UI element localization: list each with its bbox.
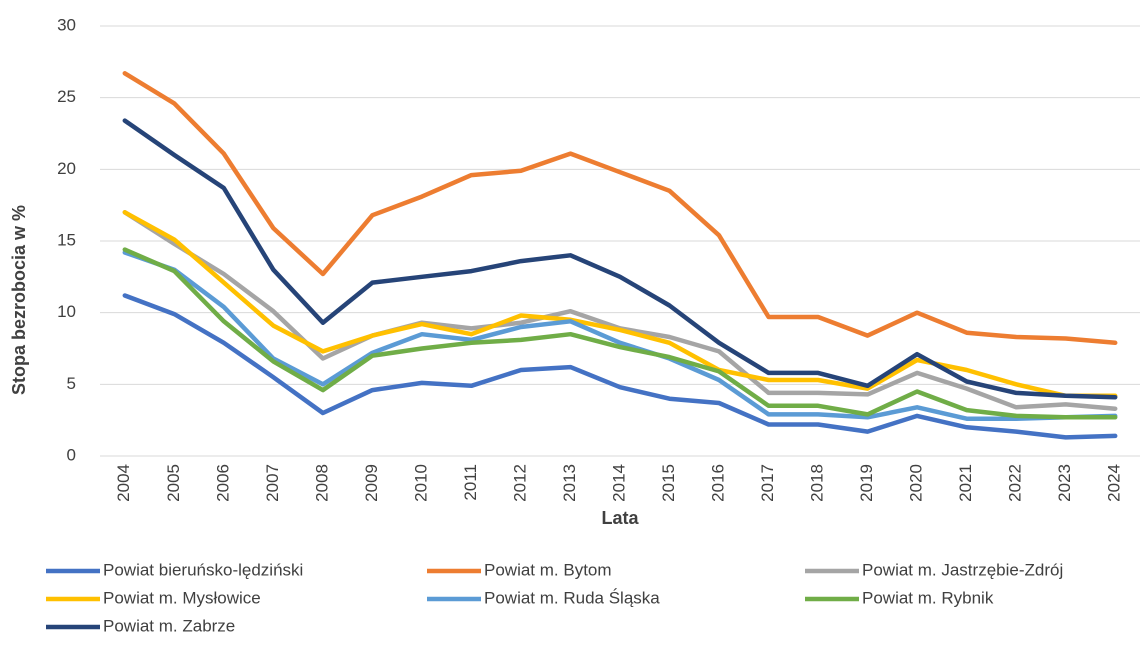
series-line: [122, 210, 1118, 399]
x-tick-label: 2018: [808, 464, 827, 502]
series-line: [122, 247, 1118, 420]
x-tick-label: 2011: [461, 464, 480, 501]
legend-label: Powiat m. Zabrze: [103, 616, 235, 635]
legend-label: Powiat m. Rybnik: [862, 588, 994, 607]
x-tick-label: 2008: [312, 464, 331, 502]
legend-label: Powiat m. Mysłowice: [103, 588, 261, 607]
x-tick-label: 2016: [709, 464, 728, 502]
y-tick-label: 25: [57, 87, 76, 106]
x-axis-title: Lata: [601, 508, 639, 528]
x-tick-label: 2024: [1105, 464, 1124, 502]
x-tick-label: 2021: [956, 464, 975, 502]
x-tick-label: 2007: [263, 464, 282, 502]
legend-label: Powiat bieruńsko-lędziński: [103, 560, 303, 579]
x-tick-label: 2014: [609, 464, 628, 502]
series-line: [122, 71, 1118, 346]
x-tick-label: 2022: [1006, 464, 1025, 502]
y-tick-label: 0: [67, 445, 76, 464]
y-tick-label: 10: [57, 302, 76, 321]
y-axis-title: Stopa bezrobocia w %: [9, 205, 29, 395]
x-tick-label: 2006: [213, 464, 232, 502]
series-line: [122, 250, 1118, 421]
x-tick-label: 2010: [411, 464, 430, 502]
x-tick-label: 2013: [560, 464, 579, 502]
legend-label: Powiat m. Ruda Śląska: [484, 588, 660, 607]
y-tick-label: 15: [57, 230, 76, 249]
x-tick-label: 2005: [164, 464, 183, 502]
x-tick-label: 2019: [857, 464, 876, 502]
legend-label: Powiat m. Bytom: [484, 560, 612, 579]
series-line: [122, 118, 1118, 400]
x-tick-label: 2023: [1055, 464, 1074, 502]
y-tick-label: 20: [57, 159, 76, 178]
x-tick-label: 2009: [362, 464, 381, 502]
y-tick-label: 30: [57, 15, 76, 34]
x-tick-label: 2004: [114, 464, 133, 502]
series-line: [122, 293, 1118, 440]
x-tick-label: 2017: [758, 464, 777, 502]
x-tick-label: 2012: [510, 464, 529, 502]
y-tick-label: 5: [67, 374, 76, 393]
x-tick-label: 2015: [659, 464, 678, 502]
legend-label: Powiat m. Jastrzębie-Zdrój: [862, 560, 1063, 579]
x-tick-label: 2020: [907, 464, 926, 502]
